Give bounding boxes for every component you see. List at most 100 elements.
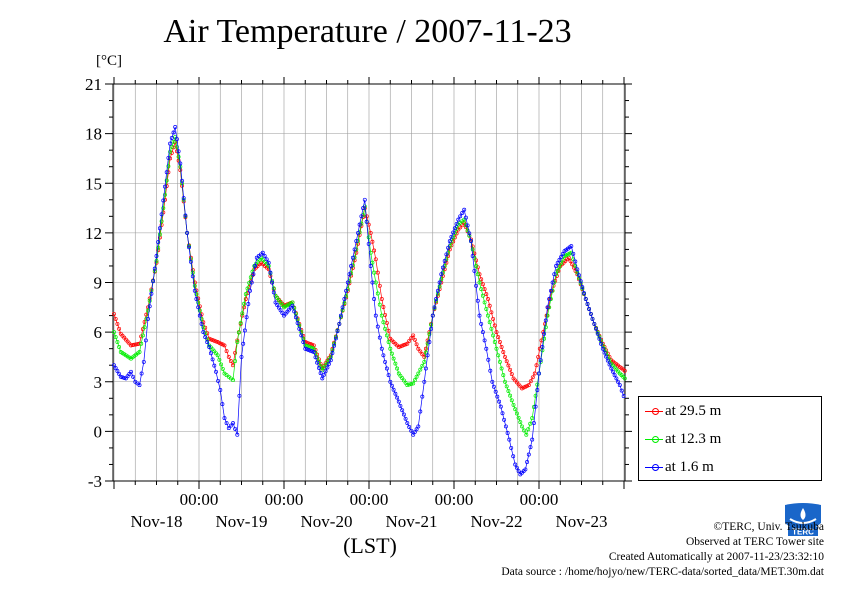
data-point — [395, 366, 400, 371]
data-point — [423, 366, 428, 371]
data-point — [571, 251, 576, 256]
data-point — [398, 344, 403, 349]
data-point — [194, 297, 199, 301]
data-point — [622, 376, 627, 381]
legend-item-29-5m: at 29.5 m — [645, 401, 815, 421]
data-point — [149, 291, 154, 296]
data-point — [120, 375, 125, 380]
data-point — [169, 144, 174, 149]
data-point — [401, 412, 406, 417]
data-point — [503, 354, 507, 359]
data-point — [480, 293, 485, 298]
data-point — [338, 313, 343, 318]
data-point — [449, 234, 454, 239]
data-point — [447, 239, 452, 244]
data-point — [192, 288, 197, 293]
data-point — [412, 429, 417, 434]
data-point — [370, 280, 375, 285]
data-point — [418, 367, 423, 372]
data-point — [154, 259, 159, 263]
data-point — [146, 308, 150, 313]
data-point — [260, 250, 265, 255]
data-point — [482, 300, 487, 305]
data-point — [487, 303, 492, 308]
data-point — [414, 342, 419, 347]
data-point — [174, 137, 179, 142]
legend: at 29.5 m at 12.3 m at 1.6 m — [638, 396, 822, 481]
data-point — [375, 270, 380, 275]
data-point — [557, 265, 562, 269]
data-point — [454, 226, 459, 231]
data-point — [423, 350, 428, 355]
data-point — [494, 346, 499, 351]
data-point — [248, 288, 252, 293]
data-point — [245, 286, 250, 291]
data-point — [580, 285, 585, 290]
data-point — [366, 235, 371, 240]
data-point — [180, 178, 184, 183]
data-point — [559, 255, 564, 259]
data-point — [377, 283, 382, 288]
y-tick-label: 15 — [85, 174, 102, 193]
data-point — [249, 280, 254, 285]
data-point — [240, 311, 245, 316]
data-point — [506, 363, 511, 368]
data-point — [435, 288, 440, 293]
y-tick-label: 21 — [85, 75, 102, 94]
data-point — [190, 274, 195, 279]
data-point — [462, 207, 467, 212]
data-point — [276, 305, 281, 310]
data-point — [178, 161, 183, 166]
data-point — [489, 310, 494, 315]
data-point — [327, 361, 331, 366]
data-point — [446, 245, 451, 250]
data-point — [290, 303, 295, 308]
y-unit-label: [°C] — [96, 53, 122, 69]
data-point — [144, 312, 149, 317]
data-point — [243, 292, 248, 297]
data-point — [218, 388, 223, 392]
data-point — [491, 333, 496, 338]
data-point — [588, 311, 593, 316]
data-point — [217, 357, 222, 362]
data-point — [117, 326, 122, 331]
logo-text: TERC — [792, 528, 814, 537]
data-point — [315, 360, 320, 365]
data-point — [486, 357, 491, 362]
data-point — [498, 404, 503, 409]
data-point — [507, 437, 512, 442]
data-point — [344, 288, 349, 293]
data-point — [480, 330, 485, 335]
data-point — [547, 297, 552, 301]
data-point — [487, 320, 492, 325]
data-point — [444, 252, 449, 257]
data-point — [161, 198, 166, 203]
data-point — [220, 402, 225, 407]
data-point — [537, 371, 541, 376]
data-point — [247, 280, 252, 285]
data-point — [607, 362, 612, 367]
data-point — [143, 338, 148, 343]
data-point — [532, 371, 537, 376]
data-point — [500, 411, 505, 416]
data-point — [590, 316, 595, 321]
data-point — [395, 395, 400, 400]
data-point — [146, 316, 150, 321]
data-point — [501, 373, 506, 378]
data-point — [480, 282, 485, 287]
y-tick-label: 6 — [94, 323, 103, 342]
data-point — [416, 346, 421, 351]
data-point — [577, 273, 581, 278]
data-point — [411, 432, 416, 437]
data-point — [393, 361, 398, 366]
data-point — [470, 254, 475, 258]
data-point — [600, 346, 605, 351]
data-point — [528, 379, 533, 384]
data-point — [440, 265, 445, 270]
data-point — [463, 215, 468, 220]
data-point — [477, 280, 482, 285]
data-point — [538, 358, 543, 363]
data-point — [505, 431, 510, 435]
data-point — [396, 399, 401, 404]
